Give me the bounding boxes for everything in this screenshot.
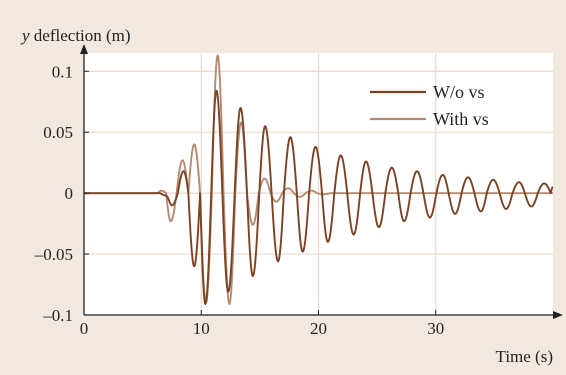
y-tick-label: 0.1 [52,62,73,81]
x-tick-label: 30 [427,319,444,338]
grid [84,53,553,315]
axes [80,44,563,319]
y-tick-label: –0.05 [34,245,73,264]
y-tick-label: –0.1 [42,306,73,325]
x-axis-title: Time (s) [496,347,553,366]
legend-label-without-vs: W/o vs [433,82,485,102]
y-axis-title: y deflection (m) [20,26,131,45]
legend-label-with-vs: With vs [433,109,489,129]
tick-labels: 0 10 20 30 –0.1 –0.05 0 0.05 0.1 [34,62,445,338]
x-axis-arrow [553,311,563,319]
y-axis-title-symbol: y [20,26,30,45]
x-tick-label: 20 [310,319,327,338]
y-tick-label: 0 [65,184,74,203]
x-tick-label: 0 [80,319,89,338]
series-line-w-o-vs [84,89,554,305]
series-line-with-vs [84,54,553,305]
y-axis-title-text: deflection (m) [30,26,131,45]
x-tick-label: 10 [193,319,210,338]
legend: W/o vs With vs [370,82,489,129]
series-layer [84,54,554,305]
y-tick-label: 0.05 [43,123,73,142]
y-axis-arrow [80,44,88,54]
